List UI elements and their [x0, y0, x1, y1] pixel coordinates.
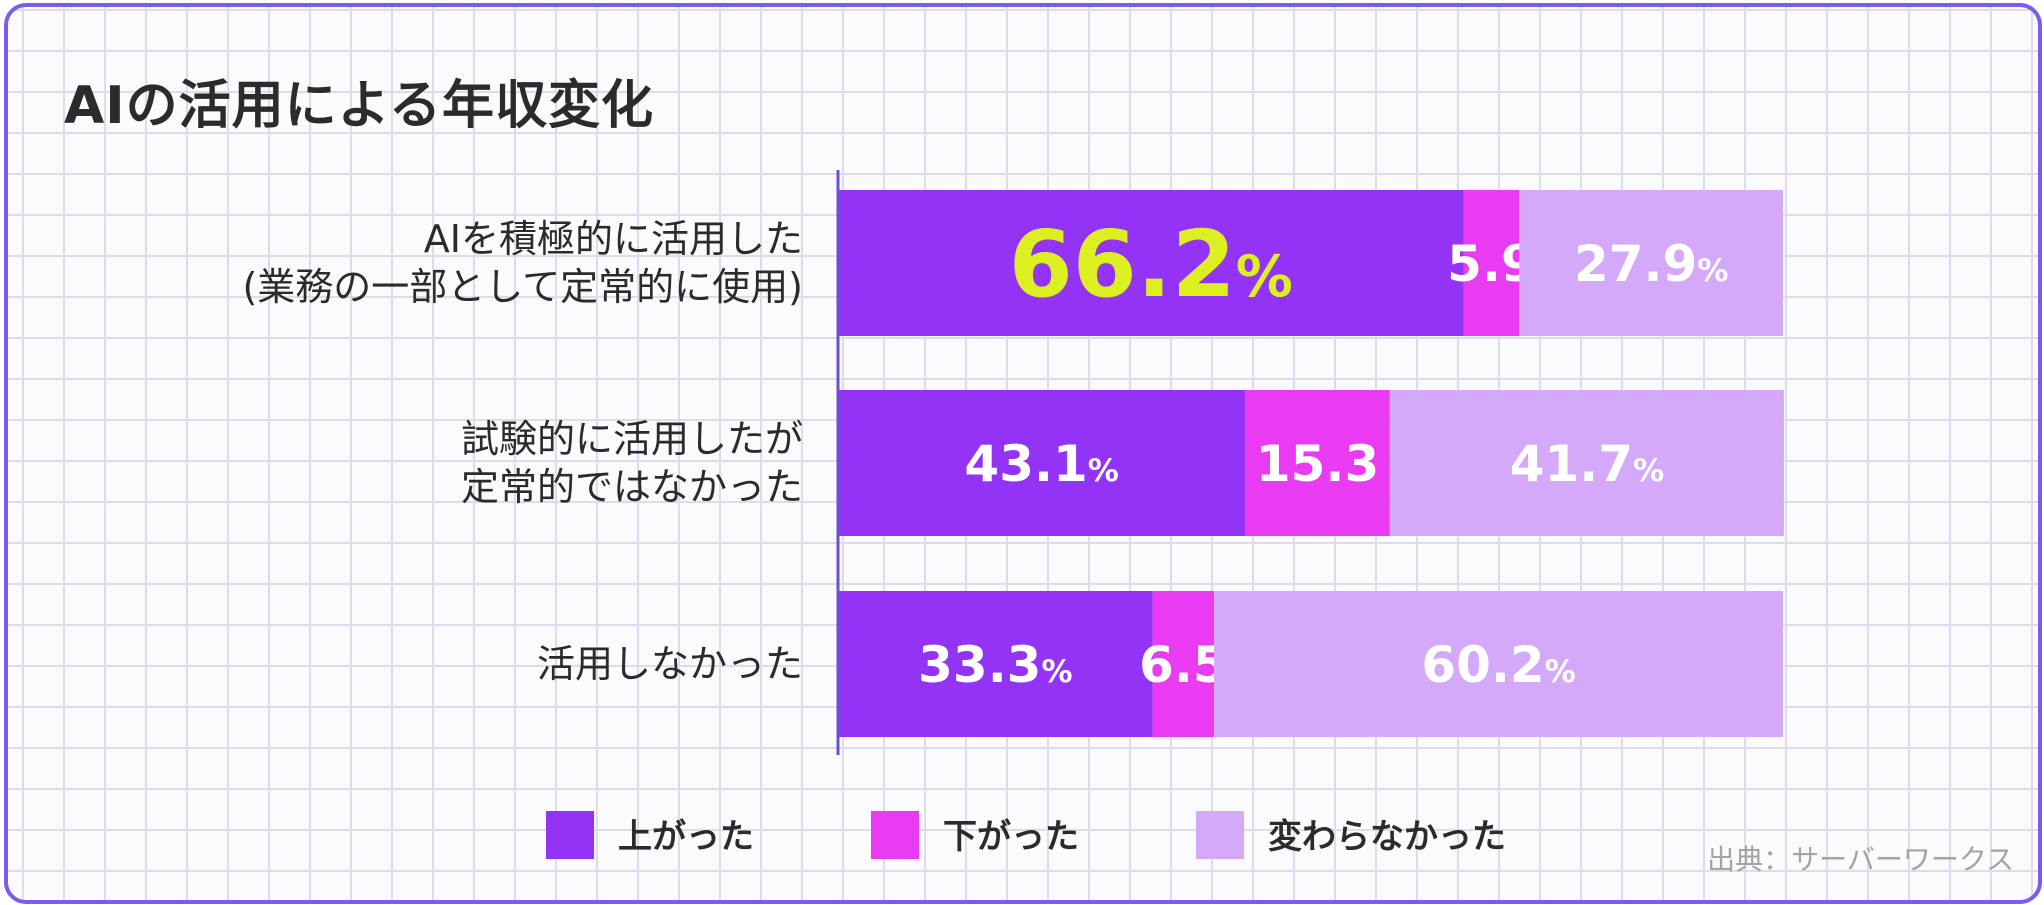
bar-segment-up [838, 190, 1464, 336]
data-label-percent: % [1545, 654, 1576, 690]
category-label-line: 試験的に活用したが [461, 417, 803, 461]
legend-swatch-same [1196, 811, 1244, 859]
source-note: 出典：サーバーワークス [1707, 843, 2014, 876]
data-label-value: 66.2 [1009, 211, 1236, 318]
data-label-value: 60.2 [1421, 636, 1544, 694]
bar-segment-down [1245, 390, 1390, 536]
bar-segment-same [1389, 390, 1784, 536]
data-label-value: 6.5 [1139, 636, 1228, 694]
data-label-percent: % [1236, 244, 1293, 310]
data-label: 66.2% [1009, 211, 1293, 318]
data-label-value: 33.3 [918, 636, 1041, 694]
data-label-value: 41.7 [1510, 435, 1633, 493]
bar-segment-same [1214, 591, 1783, 737]
category-label-line: 定常的ではなかった [461, 465, 803, 509]
bar-segment-up [838, 390, 1246, 536]
stacked-bar-chart: AIを積極的に活用した(業務の一部として定常的に使用) 66.2% 5.9 27.9%… [242, 170, 1784, 859]
data-label-value: 15.3 [1256, 435, 1379, 493]
data-label-value: 27.9 [1574, 235, 1697, 293]
data-label-percent: % [1633, 453, 1664, 489]
data-label: 43.1% [964, 435, 1118, 493]
data-label: 33.3% [918, 636, 1072, 694]
category-label: 試験的に活用したが定常的ではなかった [461, 417, 803, 509]
category-label: AIを積極的に活用した(業務の一部として定常的に使用) [242, 217, 803, 309]
category-label: 活用しなかった [537, 642, 803, 686]
data-label-percent: % [1088, 453, 1119, 489]
data-label: 60.2% [1421, 636, 1575, 694]
legend-swatch-up [546, 811, 594, 859]
chart-card: AIの活用による年収変化 AIを積極的に活用した(業務の一部として定常的に使用)… [4, 3, 2042, 904]
data-label-percent: % [1041, 654, 1072, 690]
data-label: 6.5 [1139, 636, 1228, 694]
data-label: 27.9% [1574, 235, 1728, 293]
data-label: 41.7% [1510, 435, 1664, 493]
legend-label-same: 変わらなかった [1268, 817, 1506, 857]
category-label-line: (業務の一部として定常的に使用) [242, 265, 803, 309]
bar-segment-down [1463, 190, 1520, 336]
data-label: 15.3 [1256, 435, 1379, 493]
legend-label-up: 上がった [618, 817, 754, 857]
data-label-percent: % [1697, 253, 1728, 289]
bar-segment-same [1519, 190, 1783, 336]
category-label-line: AIを積極的に活用した [424, 217, 803, 261]
bar-segment-up [838, 591, 1153, 737]
bar-segment-down [1152, 591, 1215, 737]
category-label-line: 活用しなかった [537, 642, 803, 686]
legend-label-down: 下がった [943, 817, 1079, 857]
chart-title: AIの活用による年収変化 [64, 76, 655, 136]
legend-swatch-down [871, 811, 919, 859]
data-label-value: 43.1 [964, 435, 1087, 493]
